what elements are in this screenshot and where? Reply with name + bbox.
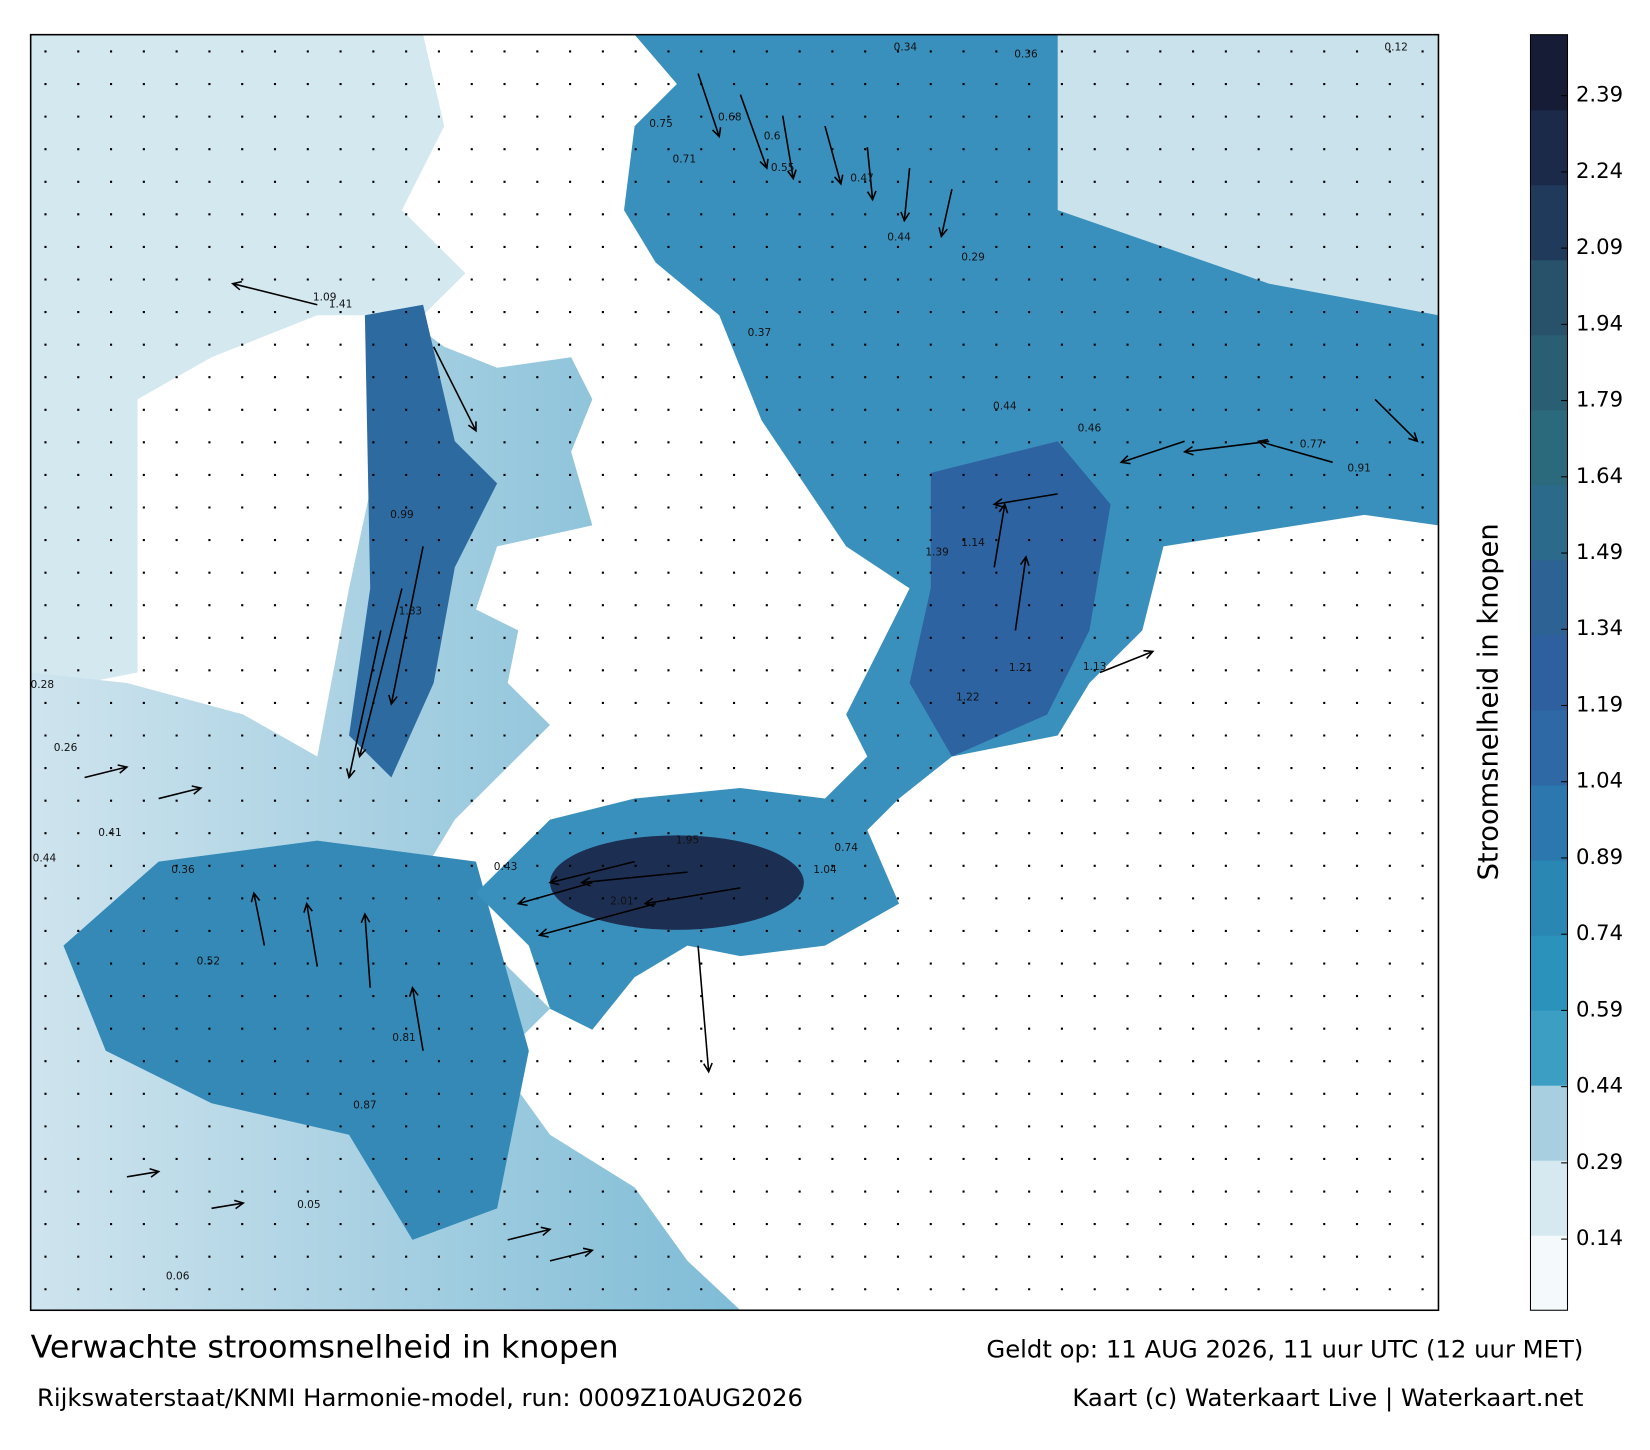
- speed-label: 0.52: [197, 955, 221, 967]
- colorbar-band: [1530, 1235, 1568, 1311]
- colorbar-band: [1530, 109, 1568, 186]
- speed-label: 0.44: [887, 231, 911, 243]
- speed-label: 0.44: [33, 852, 57, 864]
- speed-label: 1.09: [313, 291, 337, 303]
- water-river: [349, 304, 498, 778]
- speed-label: 0.05: [297, 1199, 321, 1211]
- speed-label: 0.41: [98, 827, 122, 839]
- speed-label: 0.46: [1078, 423, 1102, 435]
- speed-label: 0.44: [993, 401, 1017, 413]
- colorbar-tick-label: 0.44: [1576, 1073, 1623, 1098]
- colorbar-band: [1530, 334, 1568, 411]
- valid-time: Geldt op: 11 AUG 2026, 11 uur UTC (12 uu…: [986, 1335, 1583, 1364]
- speed-label: 0.28: [31, 679, 55, 691]
- water-northeast: [1057, 34, 1439, 316]
- speed-label: 0.91: [1347, 463, 1371, 475]
- speed-label: 0.74: [834, 842, 858, 854]
- colorbar-frame: [1529, 34, 1569, 1311]
- speed-label: 0.36: [1014, 49, 1038, 61]
- speed-label: 0.75: [649, 118, 673, 130]
- title: Verwachte stroomsnelheid in knopen: [31, 1330, 619, 1366]
- subtitle: Rijkswaterstaat/KNMI Harmonie-model, run…: [37, 1383, 803, 1412]
- colorbar-tick-label: 1.19: [1576, 692, 1623, 717]
- colorbar-tick-label: 2.39: [1576, 82, 1623, 107]
- colorbar-band: [1530, 484, 1568, 561]
- speed-label: 0.68: [718, 112, 742, 124]
- speed-label: 0.99: [390, 509, 414, 521]
- fast-current-zone: [550, 835, 804, 930]
- speed-label: 1.04: [813, 864, 837, 876]
- colorbar-tick-label: 1.04: [1576, 768, 1623, 793]
- speed-label: 1.83: [399, 606, 423, 618]
- speed-label: 1.39: [925, 547, 949, 559]
- colorbar-tick-label: 2.09: [1576, 234, 1623, 259]
- colorbar-label: Stroomsnelheid in knopen: [1474, 523, 1505, 880]
- speed-label: 0.34: [894, 41, 918, 53]
- colorbar-band: [1530, 785, 1568, 861]
- colorbar-band: [1530, 935, 1568, 1011]
- speed-label: 1.14: [961, 537, 985, 549]
- colorbar-band: [1530, 34, 1568, 111]
- speed-label: 2.01: [610, 896, 634, 908]
- speed-label: 0.29: [961, 251, 985, 263]
- map-frame: [29, 33, 1440, 1312]
- colorbar-band: [1530, 259, 1568, 336]
- colorbar-band: [1530, 559, 1568, 636]
- colorbar-tick-label: 0.29: [1576, 1149, 1623, 1174]
- colorbar-band: [1530, 709, 1568, 786]
- colorbar-band: [1530, 1085, 1568, 1161]
- water-northwest: [30, 34, 466, 694]
- speed-label: 0.12: [1384, 41, 1408, 53]
- current-arrows: [84, 73, 1419, 1262]
- colorbar-band: [1530, 1010, 1568, 1086]
- speed-label: 0.71: [673, 154, 697, 166]
- speed-label: 1.41: [329, 299, 353, 311]
- colorbar-band: [1530, 409, 1568, 486]
- speed-label: 0.6: [764, 131, 781, 143]
- colorbar-tick-label: 0.89: [1576, 844, 1623, 869]
- colorbar-band: [1530, 1160, 1568, 1236]
- colorbar-band: [1530, 184, 1568, 261]
- water-channel-south: [63, 840, 529, 1240]
- colorbar-tick-label: 1.79: [1576, 387, 1623, 412]
- colorbar-tick-label: 0.74: [1576, 920, 1623, 945]
- speed-label: 0.37: [748, 327, 772, 339]
- colorbar-tick-label: 1.94: [1576, 310, 1623, 335]
- colorbar-tick-label: 1.49: [1576, 539, 1623, 564]
- water-estuary: [909, 441, 1111, 757]
- map-area: 0.68 0.75 0.71 0.6 0.55 0.47 0.44 0.29 0.37 0.44 0…: [30, 34, 1439, 1311]
- grid-dots: [44, 50, 1424, 1291]
- speed-label: 0.87: [353, 1099, 377, 1111]
- speed-labels: 0.68 0.75 0.71 0.6 0.55 0.47 0.44 0.29 0.37 0.44 0…: [31, 41, 1408, 1282]
- speed-label: 1.21: [1009, 662, 1033, 674]
- credit: Kaart (c) Waterkaart Live | Waterkaart.n…: [1072, 1383, 1583, 1412]
- speed-label: 1.22: [956, 692, 980, 704]
- colorbar-band: [1530, 634, 1568, 711]
- speed-label: 1.13: [1083, 661, 1107, 673]
- speed-label: 1.95: [676, 835, 700, 847]
- speed-label: 0.43: [494, 861, 518, 873]
- speed-label: 0.81: [392, 1032, 416, 1044]
- colorbar-tick-label: 2.24: [1576, 158, 1623, 183]
- colorbar-tick-label: 1.34: [1576, 615, 1623, 640]
- speed-label: 0.36: [171, 864, 195, 876]
- colorbar: 0.14 0.29 0.44 0.59 0.74 0.89 1.04 1.19 1.34 1.49…: [1529, 34, 1623, 1311]
- speed-label: 0.26: [54, 742, 78, 754]
- speed-label: 0.06: [166, 1271, 190, 1283]
- colorbar-tick-label: 0.59: [1576, 996, 1623, 1021]
- speed-label: 0.77: [1300, 438, 1324, 450]
- colorbar-tick-label: 0.14: [1576, 1225, 1623, 1250]
- speed-label: 0.55: [771, 162, 795, 174]
- colorbar-band: [1530, 860, 1568, 936]
- speed-label: 0.47: [850, 173, 874, 185]
- colorbar-tick-label: 1.64: [1576, 463, 1623, 488]
